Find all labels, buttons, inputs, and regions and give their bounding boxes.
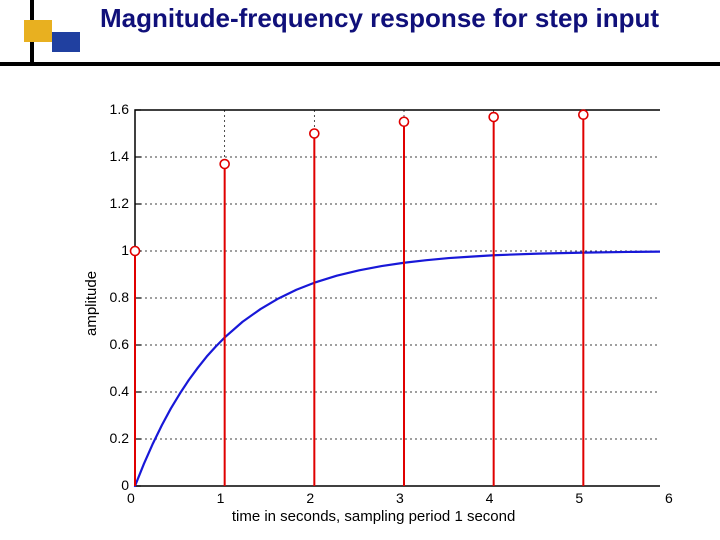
y-tick-label: 1.6 bbox=[97, 101, 129, 117]
chart-area: amplitude time in seconds, sampling peri… bbox=[60, 90, 660, 510]
x-tick-label: 2 bbox=[306, 490, 314, 506]
slide-title: Magnitude-frequency response for step in… bbox=[100, 4, 659, 33]
deco-blue-block bbox=[52, 32, 80, 52]
y-tick-label: 1 bbox=[97, 242, 129, 258]
x-tick-label: 5 bbox=[575, 490, 583, 506]
x-tick-label: 6 bbox=[665, 490, 673, 506]
x-tick-label: 0 bbox=[127, 490, 135, 506]
y-tick-label: 1.2 bbox=[97, 195, 129, 211]
y-tick-label: 0 bbox=[97, 477, 129, 493]
chart-svg bbox=[60, 90, 660, 510]
deco-gold-block bbox=[24, 20, 52, 42]
y-tick-label: 0.8 bbox=[97, 289, 129, 305]
y-tick-label: 1.4 bbox=[97, 148, 129, 164]
x-tick-label: 4 bbox=[486, 490, 494, 506]
y-tick-label: 0.6 bbox=[97, 336, 129, 352]
y-tick-label: 0.4 bbox=[97, 383, 129, 399]
deco-horiz-line bbox=[0, 62, 720, 66]
x-tick-label: 3 bbox=[396, 490, 404, 506]
x-axis-label: time in seconds, sampling period 1 secon… bbox=[232, 508, 516, 525]
y-tick-label: 0.2 bbox=[97, 430, 129, 446]
slide: Magnitude-frequency response for step in… bbox=[0, 0, 720, 540]
x-tick-label: 1 bbox=[217, 490, 225, 506]
